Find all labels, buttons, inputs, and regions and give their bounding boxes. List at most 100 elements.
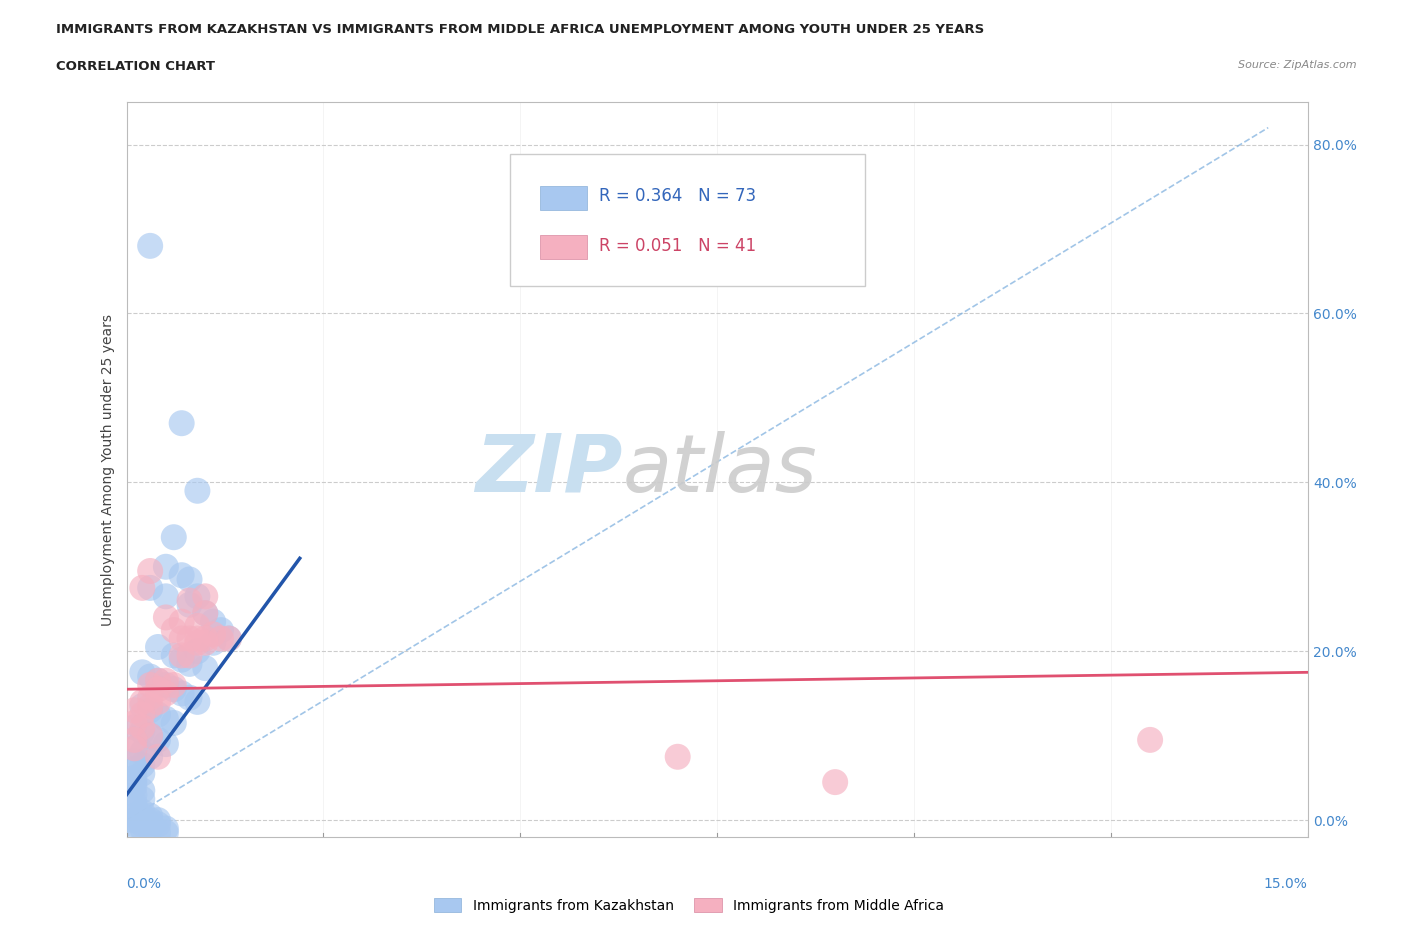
Point bbox=[131, 804, 153, 819]
Point bbox=[179, 572, 201, 587]
Point bbox=[146, 673, 169, 688]
Text: R = 0.051   N = 41: R = 0.051 N = 41 bbox=[599, 237, 756, 255]
Point bbox=[124, 720, 146, 735]
Point bbox=[155, 559, 177, 574]
Point bbox=[155, 673, 177, 688]
Point bbox=[131, 698, 153, 713]
Point bbox=[155, 711, 177, 726]
Text: R = 0.364   N = 73: R = 0.364 N = 73 bbox=[599, 187, 756, 206]
Text: ZIP: ZIP bbox=[475, 431, 623, 509]
Point bbox=[194, 635, 217, 650]
Point bbox=[186, 618, 208, 633]
Point bbox=[1139, 733, 1161, 748]
Text: CORRELATION CHART: CORRELATION CHART bbox=[56, 60, 215, 73]
Point bbox=[124, 779, 146, 794]
Point bbox=[139, 690, 162, 705]
Point bbox=[139, 580, 162, 595]
Point bbox=[131, 724, 153, 738]
Point bbox=[139, 238, 162, 253]
Point bbox=[218, 631, 240, 646]
Point bbox=[179, 593, 201, 608]
Point bbox=[155, 825, 177, 840]
Point bbox=[194, 631, 217, 646]
Point bbox=[186, 635, 208, 650]
Point bbox=[131, 580, 153, 595]
Point bbox=[131, 665, 153, 680]
Point bbox=[170, 568, 193, 583]
Point bbox=[124, 800, 146, 815]
Point bbox=[202, 614, 225, 629]
Point bbox=[131, 821, 153, 836]
Point bbox=[139, 669, 162, 684]
Point bbox=[186, 631, 208, 646]
Point bbox=[163, 678, 186, 693]
Text: IMMIGRANTS FROM KAZAKHSTAN VS IMMIGRANTS FROM MIDDLE AFRICA UNEMPLOYMENT AMONG Y: IMMIGRANTS FROM KAZAKHSTAN VS IMMIGRANTS… bbox=[56, 23, 984, 36]
Point bbox=[824, 775, 846, 790]
Point bbox=[170, 416, 193, 431]
Point bbox=[179, 631, 201, 646]
Point bbox=[139, 750, 162, 764]
Point bbox=[163, 623, 186, 638]
Point bbox=[124, 817, 146, 831]
Point bbox=[139, 821, 162, 836]
Point bbox=[155, 686, 177, 701]
Point bbox=[139, 817, 162, 831]
Point bbox=[124, 796, 146, 811]
Bar bbox=[540, 235, 588, 259]
Point bbox=[139, 813, 162, 828]
Point bbox=[170, 648, 193, 663]
Point bbox=[124, 753, 146, 768]
Point bbox=[163, 682, 186, 697]
Point bbox=[194, 660, 217, 675]
Point bbox=[163, 648, 186, 663]
Point bbox=[139, 808, 162, 823]
Point bbox=[124, 703, 146, 718]
Point bbox=[131, 791, 153, 806]
Point bbox=[146, 673, 169, 688]
Point bbox=[179, 648, 201, 663]
Point bbox=[131, 720, 153, 735]
FancyBboxPatch shape bbox=[510, 153, 865, 286]
Point bbox=[131, 817, 153, 831]
Point bbox=[170, 686, 193, 701]
Text: Source: ZipAtlas.com: Source: ZipAtlas.com bbox=[1239, 60, 1357, 71]
Point bbox=[139, 698, 162, 713]
Point bbox=[131, 766, 153, 781]
Point bbox=[163, 530, 186, 545]
Point bbox=[194, 589, 217, 604]
Point bbox=[124, 770, 146, 785]
Point bbox=[146, 817, 169, 831]
Point bbox=[170, 652, 193, 667]
Point bbox=[202, 635, 225, 650]
Point bbox=[124, 788, 146, 803]
Point bbox=[155, 610, 177, 625]
Point bbox=[155, 737, 177, 751]
Point bbox=[124, 715, 146, 730]
Point bbox=[131, 813, 153, 828]
Point bbox=[186, 484, 208, 498]
Point bbox=[202, 627, 225, 642]
Point bbox=[146, 750, 169, 764]
Point bbox=[124, 821, 146, 836]
Point bbox=[124, 741, 146, 756]
Point bbox=[139, 728, 162, 743]
Point bbox=[666, 750, 689, 764]
Point bbox=[170, 614, 193, 629]
Point bbox=[131, 758, 153, 773]
Point bbox=[124, 813, 146, 828]
Point bbox=[186, 589, 208, 604]
Point bbox=[179, 690, 201, 705]
Point bbox=[209, 623, 232, 638]
Point bbox=[146, 733, 169, 748]
Point bbox=[139, 564, 162, 578]
Point bbox=[146, 813, 169, 828]
Point bbox=[194, 605, 217, 620]
Point bbox=[186, 695, 208, 710]
Point bbox=[124, 741, 146, 756]
Point bbox=[124, 808, 146, 823]
Point bbox=[139, 728, 162, 743]
Point bbox=[139, 678, 162, 693]
Point bbox=[131, 707, 153, 722]
Text: 15.0%: 15.0% bbox=[1264, 877, 1308, 892]
Point bbox=[155, 821, 177, 836]
